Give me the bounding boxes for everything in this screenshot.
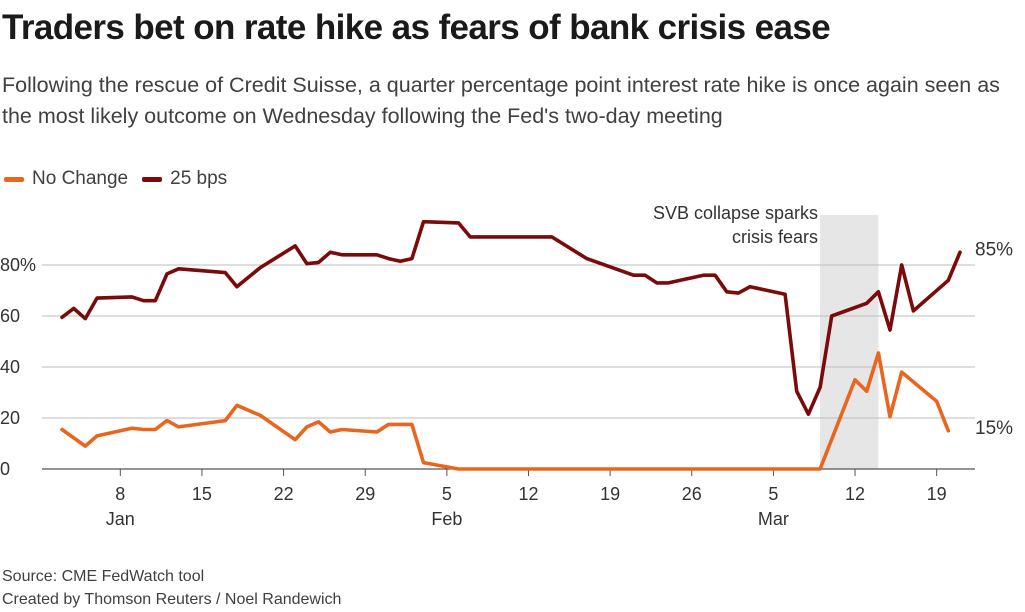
x-tick-label: 8 <box>115 484 125 504</box>
annotation-band <box>820 215 879 469</box>
y-tick-label: 0 <box>0 459 10 479</box>
source-note: Source: CME FedWatch tool <box>2 568 205 585</box>
annotation-label: crisis fears <box>732 227 818 247</box>
x-tick-label: 29 <box>355 484 375 504</box>
label-layer: 15% 85% <box>975 239 1013 439</box>
legend-item-no-change: No Change <box>4 168 128 190</box>
month-label: Jan <box>106 509 135 529</box>
x-tick-label: 19 <box>600 484 620 504</box>
x-tick-label: 15 <box>192 484 212 504</box>
x-tick-label: 26 <box>682 484 702 504</box>
legend-label-25-bps: 25 bps <box>170 168 228 189</box>
x-tick-label: 5 <box>442 484 452 504</box>
end-label-25-bps: 85% <box>975 239 1013 260</box>
series-line-no-change <box>60 351 951 471</box>
axis-layer: 8 15 22 29 5 12 19 26 5 12 19 Jan Feb Mar <box>106 469 947 529</box>
credit-note: Created by Thomson Reuters / Noel Randew… <box>2 591 342 608</box>
chart-subtitle: Following the rescue of Credit Suisse, a… <box>2 73 1000 128</box>
y-tick-label: 60 <box>0 306 20 326</box>
annotation-shade-layer: SVB collapse sparks crisis fears <box>653 203 879 469</box>
month-label: Mar <box>758 509 789 529</box>
annotation-label: SVB collapse sparks <box>653 203 818 223</box>
x-tick-label: 5 <box>768 484 778 504</box>
legend-item-25-bps: 25 bps <box>142 168 227 190</box>
y-tick-label: 40 <box>0 357 20 377</box>
end-label-no-change: 15% <box>975 418 1013 439</box>
month-label: Feb <box>431 509 462 529</box>
legend-label-no-change: No Change <box>32 168 129 189</box>
y-tick-label: 80% <box>0 255 36 275</box>
y-tick-label: 20 <box>0 408 20 428</box>
series-line-25-bps <box>60 219 962 417</box>
chart-title: Traders bet on rate hike as fears of ban… <box>2 8 831 47</box>
legend-swatch-no-change <box>4 176 24 182</box>
x-tick-label: 12 <box>518 484 538 504</box>
series-layer <box>60 219 962 471</box>
legend-swatch-25-bps <box>142 176 163 182</box>
x-tick-label: 19 <box>927 484 947 504</box>
x-tick-label: 12 <box>845 484 865 504</box>
legend: No Change 25 bps <box>4 168 241 190</box>
x-tick-label: 22 <box>274 484 294 504</box>
